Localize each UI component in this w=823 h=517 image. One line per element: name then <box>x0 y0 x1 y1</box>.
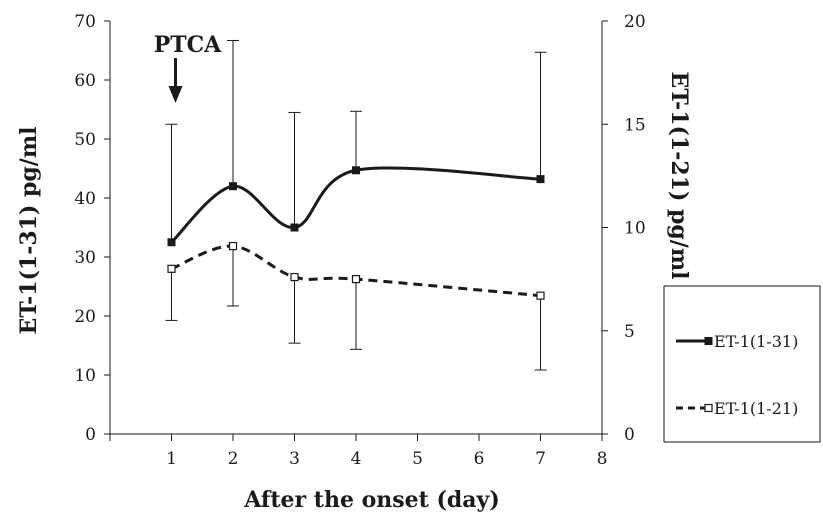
left-tick-label-10: 10 <box>74 366 96 386</box>
left-tick-label-40: 40 <box>74 189 96 209</box>
point-et1-1-31-1 <box>167 238 176 247</box>
x-tick-label-4: 4 <box>351 449 362 469</box>
left-tick-label-20: 20 <box>74 307 96 327</box>
right-tick-label-20: 20 <box>624 12 646 32</box>
legend-marker-et1-1-21 <box>704 403 713 413</box>
annotation: PTCA <box>154 32 222 103</box>
x-tick-label-7: 7 <box>535 449 546 469</box>
left-tick-label-50: 50 <box>74 130 96 150</box>
left-axis-title: ET-1(1-31) pg/ml <box>16 127 42 335</box>
point-et1-1-31-4 <box>352 166 360 175</box>
error-bars <box>165 39 547 371</box>
left-tick-label-0: 0 <box>85 425 96 445</box>
legend-marker-et1-1-31 <box>704 337 713 345</box>
legend-label-et1-1-31: ET-1(1-31) <box>714 332 798 351</box>
point-et1-1-31-7 <box>536 175 545 184</box>
left-axis: 0 10 20 30 40 50 60 70 <box>74 12 110 445</box>
point-et1-1-21-1 <box>167 264 176 273</box>
legend-box <box>663 285 821 443</box>
point-et1-1-21-3 <box>290 272 299 282</box>
legend-label-et1-1-21: ET-1(1-21) <box>714 399 798 418</box>
series-line-et1-1-21 <box>170 244 541 298</box>
right-tick-label-5: 5 <box>624 322 635 342</box>
right-tick-label-0: 0 <box>624 425 635 445</box>
right-axis: 0 5 10 15 20 <box>602 12 646 445</box>
x-tick-label-5: 5 <box>412 449 423 469</box>
point-et1-1-21-4 <box>351 275 361 284</box>
x-tick-label-3: 3 <box>289 449 300 469</box>
x-tick-label-8: 8 <box>597 449 608 469</box>
point-et1-1-31-2 <box>229 182 237 191</box>
left-tick-label-70: 70 <box>74 12 96 32</box>
x-tick-label-2: 2 <box>228 449 239 469</box>
point-et1-1-31-3 <box>290 223 299 232</box>
left-tick-label-30: 30 <box>74 248 96 268</box>
right-tick-label-10: 10 <box>624 219 646 239</box>
series-line-et1-1-31 <box>170 166 541 244</box>
ptca-arrow-head <box>168 86 183 103</box>
x-axis-title: After the onset (day) <box>243 487 499 513</box>
right-axis-title: ET-1(1-21) pg/ml <box>666 72 692 280</box>
x-tick-label-6: 6 <box>474 449 485 469</box>
series-markers <box>167 166 545 300</box>
x-axis: 1 2 3 4 5 6 7 8 <box>109 434 608 469</box>
ptca-annotation-label: PTCA <box>154 32 222 58</box>
legend: ET-1(1-31) ET-1(1-21) <box>663 285 821 443</box>
series-lines <box>170 166 541 298</box>
point-et1-1-21-2 <box>228 241 238 251</box>
right-tick-label-15: 15 <box>624 115 646 135</box>
point-et1-1-21-7 <box>536 291 545 300</box>
x-tick-label-1: 1 <box>166 449 177 469</box>
left-tick-label-60: 60 <box>74 71 96 91</box>
